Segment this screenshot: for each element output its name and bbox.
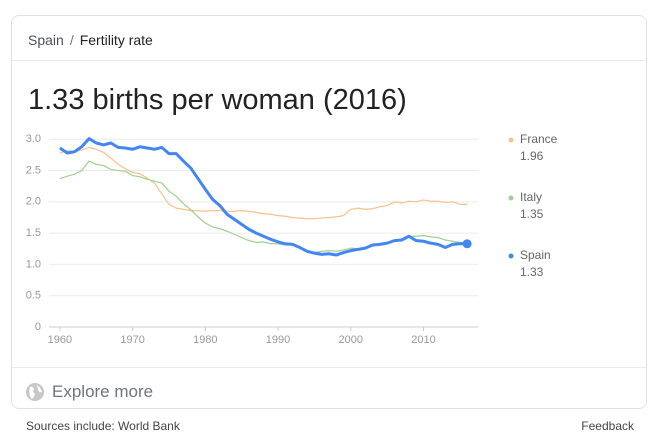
x-tick-label: 2000 (339, 334, 363, 346)
breadcrumb: Spain / Fertility rate (28, 32, 153, 48)
series-line (59, 146, 468, 220)
source: Sources include: World Bank (26, 419, 180, 433)
y-tick-label: 1.0 (26, 258, 41, 270)
legend-value: 1.35 (520, 207, 544, 221)
legend-swatch (508, 195, 514, 201)
y-tick-label: 2.5 (26, 164, 41, 176)
legend-label: France (520, 132, 558, 146)
feedback[interactable]: Feedback (581, 419, 634, 433)
x-tick-label: 1970 (120, 334, 144, 346)
legend-label: Spain (520, 248, 551, 262)
x-tick-label: 2010 (411, 334, 435, 346)
legend-value: 1.96 (520, 149, 544, 163)
headline: 1.33 births per woman (2016) (28, 84, 407, 116)
breadcrumb-item[interactable]: Spain (28, 32, 64, 48)
x-tick-label: 1980 (193, 334, 217, 346)
x-tick-label: 1990 (266, 334, 290, 346)
end-point (462, 239, 472, 249)
y-tick-label: 3.0 (26, 133, 41, 145)
legend-label: Italy (520, 190, 542, 204)
y-tick-label: 0 (35, 321, 41, 333)
globe-icon (26, 383, 44, 401)
y-tick-label: 1.5 (26, 227, 41, 239)
legend-value: 1.33 (520, 265, 544, 279)
x-tick-label: 1960 (48, 334, 72, 346)
breadcrumb-separator: / (69, 32, 74, 48)
card: Spain / Fertility rate 1.33 births per wom… (11, 15, 647, 409)
legend-swatch (508, 137, 514, 143)
y-tick-label: 0.5 (26, 290, 41, 302)
divider (12, 60, 646, 61)
explore-more[interactable]: Explore more (52, 382, 154, 401)
series-line (59, 137, 468, 257)
divider (12, 367, 646, 368)
legend-swatch (508, 253, 514, 259)
y-tick-label: 2.0 (26, 196, 41, 208)
breadcrumb-item: Fertility rate (79, 32, 153, 48)
